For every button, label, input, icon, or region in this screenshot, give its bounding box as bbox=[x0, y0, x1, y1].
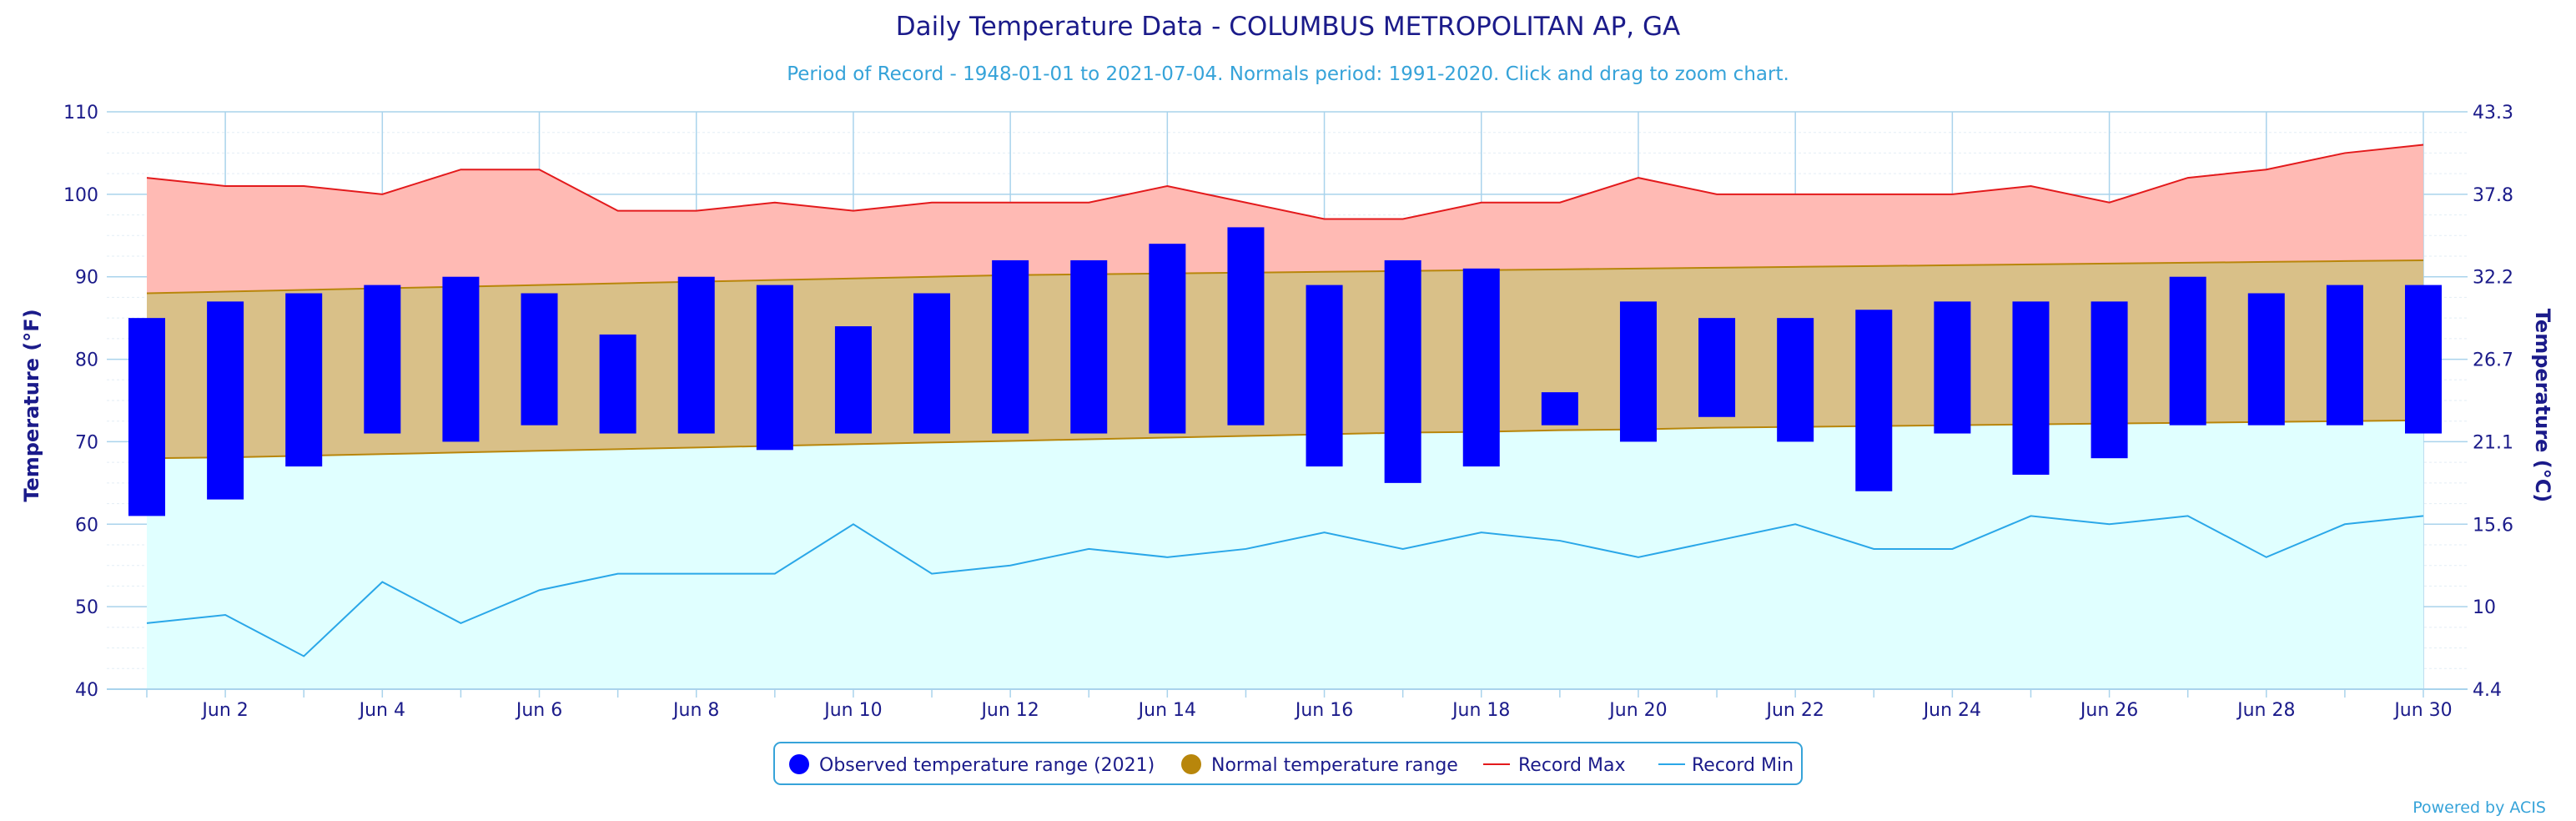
x-tick-label: Jun 6 bbox=[515, 700, 562, 721]
y2-tick-label: 37.8 bbox=[2473, 185, 2513, 206]
y-axis-label-left: Temperature (°F) bbox=[20, 309, 43, 501]
observed-bar[interactable] bbox=[1698, 318, 1736, 417]
y-tick-label: 40 bbox=[75, 680, 98, 701]
observed-bar[interactable] bbox=[756, 285, 793, 451]
observed-bar[interactable] bbox=[1541, 392, 1578, 426]
x-tick-label: Jun 8 bbox=[672, 700, 719, 721]
observed-bar[interactable] bbox=[2169, 276, 2206, 426]
x-tick-label: Jun 10 bbox=[823, 700, 882, 721]
y-tick-label: 80 bbox=[75, 350, 98, 371]
legend-item[interactable]: Observed temperature range (2021) bbox=[789, 754, 1155, 776]
record-max-line bbox=[146, 144, 2424, 220]
powered-by-credit[interactable]: Powered by ACIS bbox=[2412, 798, 2546, 817]
x-tick-label: Jun 30 bbox=[2392, 700, 2452, 721]
x-tick-label: Jun 4 bbox=[358, 700, 405, 721]
x-tick-label: Jun 24 bbox=[1922, 700, 1981, 721]
y-tick-label: 110 bbox=[63, 103, 98, 123]
axes: Jun 2 Jun 4 Jun 6 Jun 8 Jun 10 Jun 12 Jun 14 Ju… bbox=[63, 103, 2513, 721]
observed-bar[interactable] bbox=[442, 276, 480, 442]
observed-bar[interactable] bbox=[1227, 227, 1265, 426]
observed-bars[interactable] bbox=[128, 227, 2442, 516]
legend-label: Record Min bbox=[1692, 755, 1794, 776]
legend-item[interactable]: Record Max bbox=[1483, 755, 1626, 776]
observed-bar[interactable] bbox=[1384, 259, 1421, 483]
x-tick-label: Jun 28 bbox=[2236, 700, 2295, 721]
record-min-area bbox=[147, 420, 2423, 689]
x-tick-label: Jun 14 bbox=[1137, 700, 1196, 721]
y2-tick-label: 4.4 bbox=[2473, 680, 2502, 701]
y2-tick-label: 21.1 bbox=[2473, 432, 2513, 453]
chart-legend: Observed temperature range (2021) Normal … bbox=[773, 742, 1803, 785]
observed-bar[interactable] bbox=[364, 285, 401, 434]
x-tick-label: Jun 16 bbox=[1294, 700, 1353, 721]
observed-bar[interactable] bbox=[677, 276, 715, 434]
observed-bar[interactable] bbox=[521, 293, 558, 426]
y-tick-label: 70 bbox=[75, 432, 98, 453]
observed-bar[interactable] bbox=[1855, 310, 1893, 491]
chart-subtitle: Period of Record - 1948-01-01 to 2021-07… bbox=[787, 63, 1789, 85]
x-tick-label: Jun 22 bbox=[1764, 700, 1824, 721]
observed-bar[interactable] bbox=[2326, 285, 2363, 426]
y2-tick-label: 43.3 bbox=[2473, 103, 2513, 123]
legend-label: Normal temperature range bbox=[1211, 755, 1458, 776]
normal-range-area bbox=[147, 259, 2423, 459]
y-axis-label-right: Temperature (°C) bbox=[2531, 309, 2554, 503]
range-bands bbox=[146, 144, 2424, 689]
legend-label: Record Max bbox=[1518, 755, 1626, 776]
observed-bar[interactable] bbox=[992, 259, 1029, 434]
y-tick-label: 50 bbox=[75, 597, 98, 618]
observed-bar[interactable] bbox=[2012, 301, 2050, 475]
x-tick-label: Jun 12 bbox=[979, 700, 1039, 721]
chart-title: Daily Temperature Data - COLUMBUS METROP… bbox=[896, 12, 1680, 42]
y-tick-label: 60 bbox=[75, 515, 98, 536]
observed-bar[interactable] bbox=[1619, 301, 1657, 442]
y2-tick-label: 10 bbox=[2473, 597, 2496, 618]
legend-symbol-circle bbox=[789, 754, 809, 774]
legend-box bbox=[773, 742, 1803, 785]
legend-item[interactable]: Record Min bbox=[1658, 755, 1794, 776]
observed-bar[interactable] bbox=[913, 293, 951, 434]
x-tick-label: Jun 20 bbox=[1607, 700, 1667, 721]
y-tick-label: 90 bbox=[75, 268, 98, 289]
observed-bar[interactable] bbox=[2247, 293, 2285, 426]
observed-bar[interactable] bbox=[1777, 318, 1814, 442]
observed-bar[interactable] bbox=[285, 293, 323, 467]
y-tick-label: 100 bbox=[63, 185, 98, 206]
legend-label: Observed temperature range (2021) bbox=[819, 755, 1155, 776]
x-tick-label: Jun 18 bbox=[1451, 700, 1510, 721]
observed-bar[interactable] bbox=[2405, 285, 2442, 434]
observed-bar[interactable] bbox=[128, 318, 165, 516]
x-tick-label: Jun 26 bbox=[2079, 700, 2138, 721]
observed-bar[interactable] bbox=[1149, 244, 1186, 434]
x-tick-label: Jun 2 bbox=[200, 700, 248, 721]
y2-tick-label: 26.7 bbox=[2473, 350, 2513, 371]
record-max-area bbox=[147, 144, 2423, 294]
observed-bar[interactable] bbox=[2090, 301, 2128, 459]
y2-tick-label: 32.2 bbox=[2473, 268, 2513, 289]
normal-high-line bbox=[146, 259, 2424, 295]
legend-item[interactable]: Normal temperature range bbox=[1181, 754, 1458, 776]
legend-symbol-circle bbox=[1181, 754, 1201, 774]
observed-bar[interactable] bbox=[834, 326, 872, 434]
observed-bar[interactable] bbox=[1306, 285, 1343, 467]
y2-tick-label: 15.6 bbox=[2473, 515, 2513, 536]
observed-bar[interactable] bbox=[207, 301, 244, 500]
record-min-line bbox=[146, 515, 2424, 657]
observed-bar[interactable] bbox=[1934, 301, 1971, 434]
observed-bar[interactable] bbox=[599, 334, 636, 434]
observed-bar[interactable] bbox=[1462, 268, 1500, 467]
observed-bar[interactable] bbox=[1070, 259, 1108, 434]
